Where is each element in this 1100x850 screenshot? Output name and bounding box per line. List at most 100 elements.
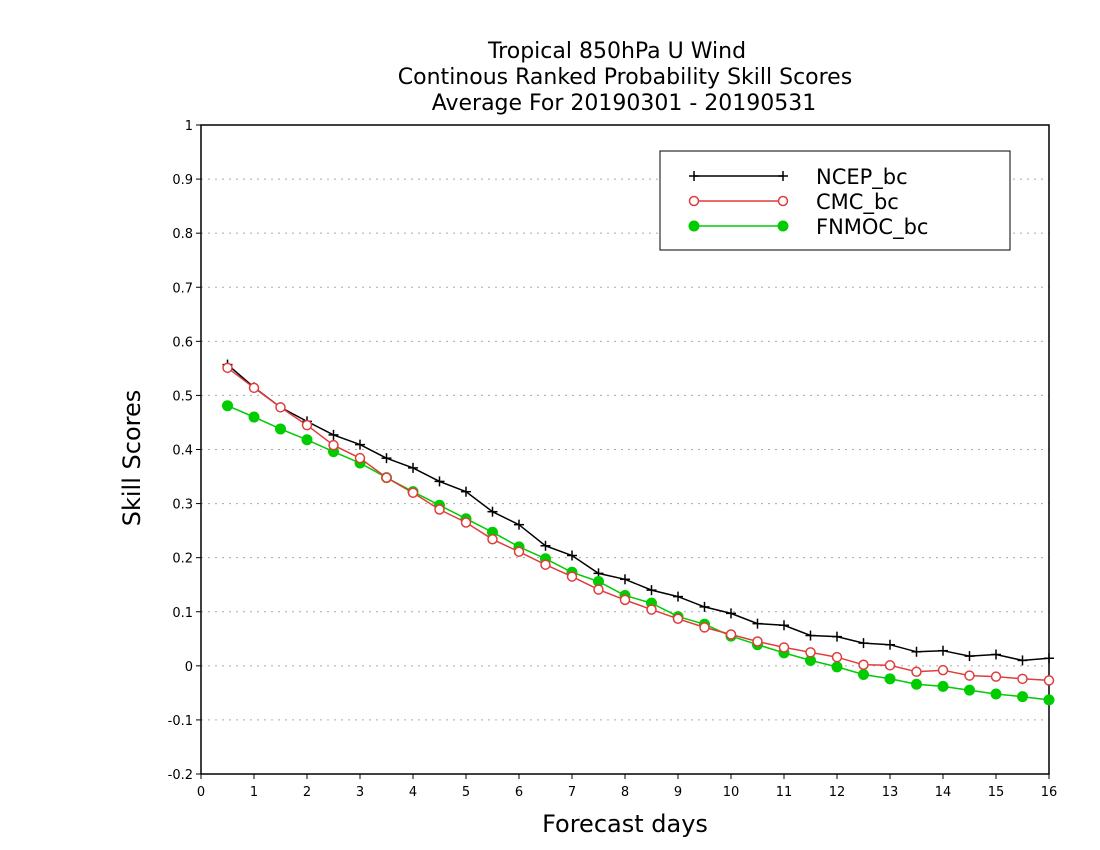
data-point	[248, 411, 260, 423]
legend-item: NCEP_bc	[689, 165, 908, 190]
data-point	[646, 585, 657, 596]
data-point	[434, 476, 445, 487]
x-tick-label: 13	[882, 785, 899, 800]
data-point	[301, 419, 313, 431]
data-point	[301, 434, 313, 446]
data-point	[964, 651, 975, 662]
legend-marker	[688, 195, 700, 207]
y-tick-label: 0.3	[172, 498, 193, 513]
x-tick-label: 9	[674, 785, 682, 800]
x-axis-label: Forecast days	[542, 810, 708, 838]
data-point	[461, 486, 471, 497]
series-CMC_bc	[222, 362, 1055, 686]
data-point	[275, 423, 286, 435]
data-point	[726, 608, 736, 619]
data-point	[672, 613, 684, 625]
data-point	[408, 462, 418, 473]
axis-ticks: -0.2-0.100.10.20.30.40.50.60.70.80.910 1 2…	[168, 119, 1058, 800]
data-point	[699, 601, 710, 612]
y-axis-label: Skill Scores	[118, 390, 146, 527]
data-point	[407, 487, 419, 499]
x-tick-label: 6	[515, 785, 523, 800]
x-tick-label: 15	[988, 785, 1005, 800]
chart-title-line-2: Continous Ranked Probability Skill Score…	[398, 65, 852, 90]
data-point	[620, 574, 630, 585]
data-point	[355, 439, 365, 450]
data-point	[885, 639, 895, 650]
data-point	[858, 638, 869, 649]
data-point	[831, 651, 843, 663]
data-point	[381, 453, 392, 464]
x-tick-label: 12	[829, 785, 846, 800]
y-tick-label: 0.2	[172, 552, 193, 567]
y-tick-label: 0.7	[172, 281, 193, 296]
legend-marker	[778, 171, 788, 181]
y-tick-label: 0.5	[172, 389, 193, 404]
x-tick-label: 2	[303, 785, 311, 800]
y-tick-label: 0.4	[172, 444, 193, 459]
data-point	[884, 673, 896, 685]
data-point	[460, 517, 472, 528]
legend-item: CMC_bc	[688, 190, 899, 215]
data-point	[805, 647, 816, 658]
data-point	[832, 631, 842, 642]
series-line	[227, 405, 1050, 701]
x-tick-label: 5	[462, 785, 470, 800]
data-point	[1043, 675, 1055, 686]
x-tick-label: 0	[197, 785, 205, 800]
data-point	[540, 540, 551, 551]
series-line	[227, 364, 1050, 662]
data-point	[938, 645, 948, 656]
x-tick-label: 10	[723, 785, 740, 800]
data-point	[805, 630, 816, 641]
data-point	[964, 684, 975, 696]
data-point	[593, 584, 604, 595]
data-point	[540, 559, 551, 570]
data-point	[779, 620, 789, 631]
data-point	[911, 666, 922, 678]
data-point	[1043, 694, 1055, 706]
data-point	[328, 429, 339, 440]
data-point	[619, 594, 631, 606]
y-tick-label: 0.8	[172, 227, 193, 242]
x-tick-label: 7	[568, 785, 576, 800]
y-tick-label: 0	[185, 660, 193, 675]
data-point	[328, 439, 339, 451]
data-point	[990, 671, 1002, 682]
data-point	[964, 670, 975, 681]
data-point	[222, 362, 233, 374]
legend-marker	[688, 220, 700, 232]
data-point	[354, 452, 366, 464]
x-tick-label: 16	[1041, 785, 1058, 800]
legend-marker	[689, 171, 699, 181]
legend-item: FNMOC_bc	[688, 215, 928, 240]
data-point	[567, 550, 577, 561]
y-tick-label: 0.6	[172, 335, 193, 350]
data-point	[884, 660, 896, 671]
series-line	[227, 367, 1050, 682]
data-point	[990, 688, 1002, 700]
data-point	[1017, 691, 1028, 703]
legend-label: NCEP_bc	[816, 165, 908, 190]
x-tick-label: 3	[356, 785, 364, 800]
data-point	[434, 504, 445, 515]
data-point	[858, 668, 869, 680]
data-point	[513, 546, 525, 557]
data-point	[1044, 653, 1054, 664]
y-tick-label: 0.1	[172, 606, 193, 621]
data-point	[381, 472, 392, 483]
data-point	[275, 402, 286, 413]
data-point	[673, 591, 683, 602]
data-point	[248, 382, 260, 394]
data-point	[514, 519, 524, 530]
legend-label: CMC_bc	[816, 190, 899, 215]
data-point	[752, 618, 763, 629]
data-point	[778, 642, 790, 653]
data-point	[566, 571, 578, 582]
data-point	[937, 680, 949, 692]
data-point	[911, 678, 922, 690]
y-tick-label: 0.9	[172, 173, 193, 188]
y-tick-label: -0.2	[168, 768, 193, 783]
